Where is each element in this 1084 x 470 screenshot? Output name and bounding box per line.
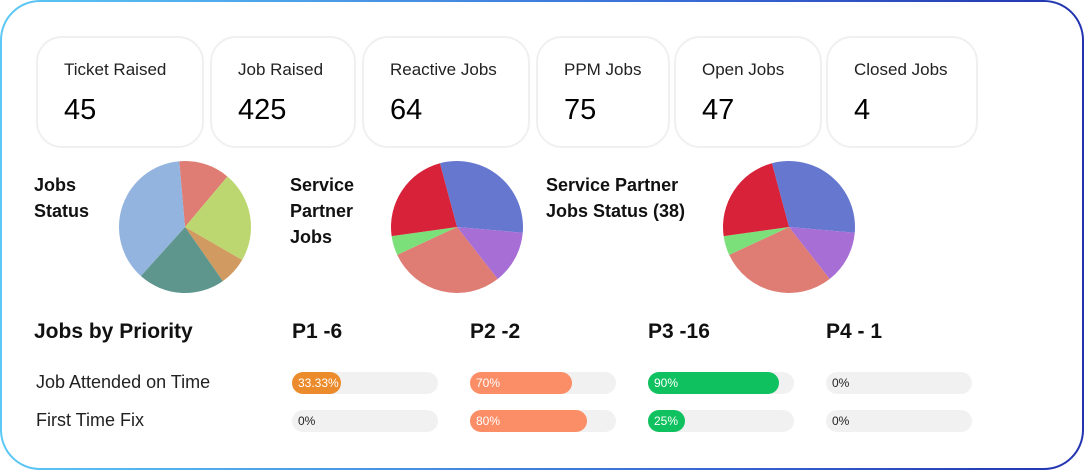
progress-fill [292, 372, 341, 394]
pie-slice[interactable] [771, 161, 855, 233]
progress-bar: 80% [470, 410, 616, 432]
progress-text: 0% [298, 414, 316, 428]
title-line: Jobs [34, 175, 77, 195]
jobs-by-priority-title: Jobs by Priority [34, 320, 193, 343]
progress-bar: 25% [648, 410, 794, 432]
stat-label: Reactive Jobs [390, 60, 497, 79]
pie-slice[interactable] [185, 227, 243, 282]
stat-label: Closed Jobs [854, 60, 948, 79]
stat-card-ppm-jobs[interactable]: PPM Jobs 75 [536, 36, 670, 148]
stat-card-closed-jobs[interactable]: Closed Jobs 4 [826, 36, 978, 148]
jobs-status-title: Jobs Status [34, 172, 89, 224]
stat-value: 75 [564, 94, 597, 126]
progress-text: 90% [654, 376, 679, 390]
priority-header: P4 - 1 [826, 320, 883, 343]
pie-slice[interactable] [119, 161, 185, 277]
priority-header: P3 -16 [648, 320, 710, 343]
stat-value: 47 [702, 94, 735, 126]
stat-card-job-raised[interactable]: Job Raised 425 [210, 36, 356, 148]
title-line: Jobs [290, 227, 333, 247]
progress-text: 70% [476, 376, 501, 390]
progress-bar: 0% [826, 372, 972, 394]
progress-text: 0% [832, 414, 850, 428]
stat-label: Job Raised [238, 60, 324, 79]
pie-slice[interactable] [723, 163, 789, 237]
service-partner-jobs-title: Service Partner Jobs [290, 172, 354, 250]
pie-slice[interactable] [179, 161, 228, 227]
title-line: Status [34, 201, 90, 221]
pie-slice[interactable] [729, 227, 830, 293]
stat-value: 45 [64, 94, 97, 126]
progress-bar: 70% [470, 372, 616, 394]
pie-slice[interactable] [457, 227, 523, 280]
pie-slice[interactable] [391, 163, 457, 237]
progress-bar: 0% [826, 410, 972, 432]
progress-bar: 0% [292, 410, 438, 432]
stat-value: 425 [238, 94, 287, 126]
pie-slice[interactable] [397, 227, 498, 293]
service-partner-jobs-status-pie[interactable] [720, 158, 858, 296]
title-line: Jobs Status (38) [546, 201, 686, 221]
stat-card-reactive-jobs[interactable]: Reactive Jobs 64 [362, 36, 530, 148]
pie-slice[interactable] [439, 161, 523, 233]
stat-value: 4 [854, 94, 871, 126]
title-line: Service Partner [546, 175, 679, 195]
row-label-attended: Job Attended on Time [36, 372, 211, 392]
pie-slice[interactable] [789, 227, 855, 280]
pie-slice[interactable] [185, 176, 251, 260]
title-line: Partner [290, 201, 354, 221]
progress-text: 80% [476, 414, 501, 428]
row-label-first-fix: First Time Fix [36, 410, 144, 430]
progress-fill [470, 410, 587, 432]
pie-slice[interactable] [723, 227, 789, 255]
jobs-status-pie[interactable] [116, 158, 254, 296]
stat-card-ticket-raised[interactable]: Ticket Raised 45 [36, 36, 204, 148]
priority-header: P1 -6 [292, 320, 343, 343]
progress-bar: 90% [648, 372, 794, 394]
progress-bar: 33.33% [292, 372, 438, 394]
priority-header: P2 -2 [470, 320, 521, 343]
service-partner-jobs-pie[interactable] [388, 158, 526, 296]
progress-text: 0% [832, 376, 850, 390]
stat-value: 64 [390, 94, 423, 126]
stat-label: Ticket Raised [64, 60, 167, 79]
progress-text: 25% [654, 414, 679, 428]
progress-text: 33.33% [298, 376, 339, 390]
title-line: Service [290, 175, 355, 195]
progress-fill [648, 410, 685, 432]
stat-label: PPM Jobs [564, 60, 642, 79]
progress-fill [648, 372, 780, 394]
stat-label: Open Jobs [702, 60, 785, 79]
pie-slice[interactable] [140, 227, 223, 293]
stat-card-open-jobs[interactable]: Open Jobs 47 [674, 36, 822, 148]
service-partner-jobs-status-title: Service Partner Jobs Status (38) [546, 172, 685, 224]
pie-slice[interactable] [391, 227, 457, 255]
progress-fill [470, 372, 573, 394]
